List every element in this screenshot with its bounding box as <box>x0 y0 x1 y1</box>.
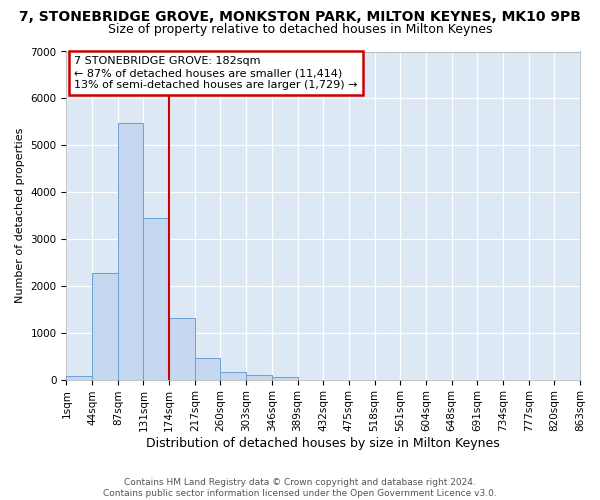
Text: 7, STONEBRIDGE GROVE, MONKSTON PARK, MILTON KEYNES, MK10 9PB: 7, STONEBRIDGE GROVE, MONKSTON PARK, MIL… <box>19 10 581 24</box>
Text: 7 STONEBRIDGE GROVE: 182sqm
← 87% of detached houses are smaller (11,414)
13% of: 7 STONEBRIDGE GROVE: 182sqm ← 87% of det… <box>74 56 358 90</box>
Bar <box>169 318 195 380</box>
Bar <box>272 378 298 380</box>
Bar <box>220 372 246 380</box>
Bar <box>118 123 143 380</box>
Bar <box>195 358 220 380</box>
Bar <box>67 376 92 380</box>
Text: Size of property relative to detached houses in Milton Keynes: Size of property relative to detached ho… <box>108 22 492 36</box>
Text: Contains HM Land Registry data © Crown copyright and database right 2024.
Contai: Contains HM Land Registry data © Crown c… <box>103 478 497 498</box>
Bar <box>92 272 118 380</box>
Bar <box>143 218 169 380</box>
Bar <box>246 376 272 380</box>
X-axis label: Distribution of detached houses by size in Milton Keynes: Distribution of detached houses by size … <box>146 437 500 450</box>
Y-axis label: Number of detached properties: Number of detached properties <box>15 128 25 303</box>
